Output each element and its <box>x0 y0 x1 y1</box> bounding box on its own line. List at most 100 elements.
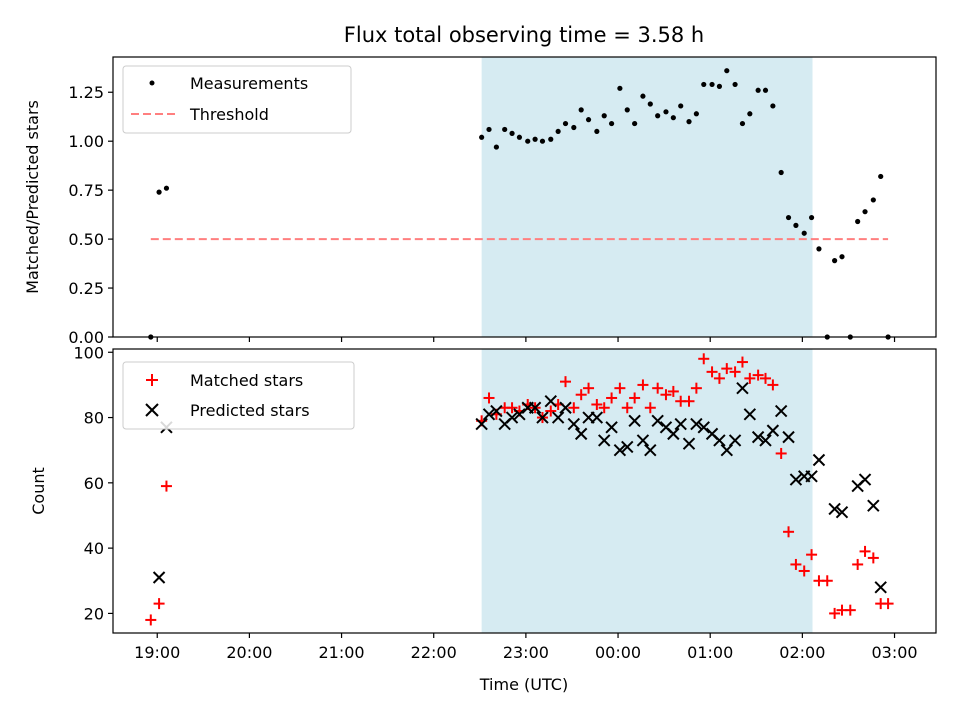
measurement-point <box>832 258 838 264</box>
predicted-star-point <box>690 417 703 431</box>
y-tick-label: 0.25 <box>68 279 104 298</box>
measurement-point <box>870 197 876 203</box>
predicted-star-point <box>475 417 488 431</box>
measurement-point <box>724 68 730 74</box>
matched-star-point <box>706 366 718 378</box>
measurement-point <box>770 103 776 109</box>
predicted-star-point <box>759 434 772 447</box>
measurement-point <box>555 128 561 135</box>
predicted-star-point <box>835 506 849 519</box>
y-tick-label: 40 <box>84 539 104 558</box>
predicted-star-point <box>490 404 503 418</box>
predicted-star-point <box>152 571 166 584</box>
y-tick-label: 0.50 <box>68 230 104 249</box>
predicted-star-point <box>621 440 634 454</box>
measurement-point <box>516 134 523 140</box>
measurement-point <box>617 85 623 91</box>
measurement-point <box>632 120 638 127</box>
measurement-point <box>801 230 807 236</box>
y-tick-label: 1.25 <box>68 83 104 102</box>
matched-star-point <box>153 598 165 610</box>
bottom-y-ticks: 20 40 60 80 100 <box>73 343 113 623</box>
measurement-point <box>640 93 646 99</box>
y-tick-label: 0.75 <box>68 181 104 200</box>
x-tick-label: 23:00 <box>503 643 549 662</box>
x-tick-label: 20:00 <box>226 643 272 662</box>
predicted-star-point <box>789 473 803 486</box>
predicted-star-point <box>667 427 680 441</box>
predicted-star-point <box>782 430 795 444</box>
bottom-star-points <box>145 353 894 626</box>
bottom-panel: 20 40 60 80 100 19:00 20:00 21:00 22:00 23:00 00:… <box>29 343 937 694</box>
bottom-panel-frame <box>112 348 937 634</box>
matched-star-point <box>867 552 879 564</box>
x-tick-label: 03:00 <box>871 643 917 662</box>
matched-star-point <box>767 379 779 391</box>
x-tick-label: 01:00 <box>687 643 733 662</box>
predicted-star-point <box>828 502 841 516</box>
predicted-star-point <box>874 581 887 594</box>
x-axis-label: Time (UTC) <box>479 675 568 694</box>
bottom-panel-shade <box>481 349 813 633</box>
matched-star-point <box>575 389 587 401</box>
predicted-star-point <box>644 443 657 457</box>
predicted-star-point <box>751 430 765 444</box>
matched-star-point <box>783 526 795 538</box>
matched-star-point <box>698 353 710 365</box>
predicted-star-point <box>812 453 826 467</box>
measurement-point <box>778 169 784 176</box>
matched-star-point <box>629 392 641 404</box>
matched-star-point <box>844 604 856 616</box>
measurement-point <box>862 209 868 215</box>
x-tick-label: 19:00 <box>134 643 180 662</box>
matched-star-point <box>744 372 756 384</box>
predicted-star-point <box>628 414 641 428</box>
x-tick-label: 02:00 <box>779 643 825 662</box>
predicted-star-point <box>805 470 818 483</box>
matched-star-point <box>591 398 603 410</box>
matched-star-point <box>621 402 633 414</box>
legend-predicted-marker <box>145 403 159 417</box>
top-measurement-points <box>148 68 891 340</box>
measurement-point <box>785 214 792 221</box>
measurement-point <box>562 120 569 127</box>
matched-star-point <box>506 402 518 414</box>
matched-star-point <box>660 389 672 401</box>
bottom-x-ticks: 19:00 20:00 21:00 22:00 23:00 00:00 01:00 02:00… <box>134 633 918 662</box>
measurement-point <box>608 120 615 127</box>
predicted-star-point <box>482 408 496 421</box>
bottom-legend-box <box>122 361 355 430</box>
matched-star-point <box>775 447 787 459</box>
measurement-point <box>732 81 738 88</box>
top-legend-box <box>122 65 352 134</box>
x-tick-label: 00:00 <box>595 643 641 662</box>
matched-star-point <box>798 565 810 577</box>
bottom-y-axis-label: Count <box>29 467 48 515</box>
measurement-point <box>585 117 592 123</box>
y-tick-label: 60 <box>84 474 104 493</box>
measurement-point <box>839 254 845 260</box>
matched-star-point <box>752 369 764 381</box>
matched-star-point <box>882 598 894 610</box>
measurement-point <box>479 134 485 140</box>
measurement-point <box>594 128 600 135</box>
measurement-point <box>502 126 508 133</box>
y-tick-label: 100 <box>73 343 104 362</box>
measurement-point <box>163 185 170 191</box>
measurement-point <box>747 111 753 117</box>
matched-star-point <box>483 392 495 404</box>
matched-star-point <box>790 558 802 570</box>
predicted-star-point <box>736 381 749 395</box>
matched-star-point <box>729 366 741 378</box>
matched-star-point <box>806 549 818 561</box>
top-panel-frame <box>112 56 937 338</box>
measurement-point <box>709 81 715 88</box>
predicted-star-point <box>682 437 696 450</box>
matched-star-point <box>713 372 725 384</box>
matched-star-point <box>667 385 679 397</box>
predicted-star-point <box>505 411 519 424</box>
matched-star-point <box>644 402 656 414</box>
top-y-axis-label: Matched/Predicted stars <box>23 100 42 294</box>
bottom-legend: Matched stars Predicted stars <box>122 361 355 430</box>
measurement-point <box>855 218 861 225</box>
